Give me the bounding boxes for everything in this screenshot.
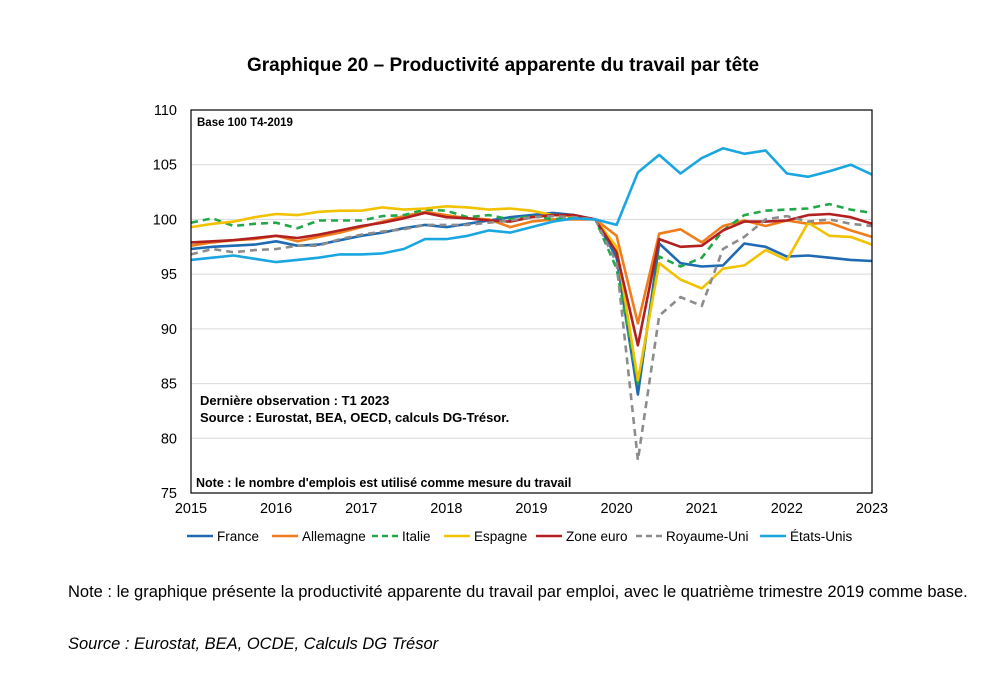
x-tick-label: 2015 <box>175 501 207 517</box>
x-tick-label: 2021 <box>686 501 718 517</box>
y-tick-label: 80 <box>161 431 177 447</box>
legend: France Allemagne Italie Espagne Zone euro Roy… <box>187 529 853 544</box>
legend-label: Espagne <box>474 529 527 544</box>
y-tick-label: 85 <box>161 377 177 393</box>
x-tick-label: 2017 <box>345 501 377 517</box>
x-tick-label: 2018 <box>430 501 462 517</box>
legend-label: Royaume-Uni <box>666 529 749 544</box>
chart: 75 80 85 90 95 100 105 110 2015 2016 2017 2018 2019… <box>153 103 888 544</box>
series-line-zone-euro <box>190 211 873 347</box>
x-tick-label: 2016 <box>260 501 292 517</box>
plot-frame <box>190 109 873 494</box>
series-line-italie <box>190 202 873 385</box>
series-line-allemagne <box>190 210 873 325</box>
x-tick-label: 2022 <box>771 501 803 517</box>
x-tick-label: 2019 <box>515 501 547 517</box>
y-tick-label: 75 <box>161 486 177 502</box>
legend-label: Allemagne <box>302 529 366 544</box>
y-axis: 75 80 85 90 95 100 105 110 <box>153 103 177 502</box>
legend-label: Zone euro <box>566 529 628 544</box>
legend-label: États-Unis <box>790 529 853 544</box>
y-tick-label: 95 <box>161 267 177 283</box>
base-label: Base 100 T4-2019 <box>197 117 293 129</box>
y-tick-label: 90 <box>161 322 177 338</box>
note-annotation: Note : le nombre d'emplois est utilisé c… <box>196 476 571 490</box>
y-tick-label: 105 <box>153 158 177 174</box>
x-axis: 2015 2016 2017 2018 2019 2020 2021 2022 2023 <box>175 501 888 517</box>
y-tick-label: 110 <box>154 103 177 119</box>
series-line-espagne <box>190 205 873 382</box>
y-tick-label: 100 <box>153 212 177 228</box>
observation-annotation: Dernière observation : T1 2023 <box>200 393 389 408</box>
gridlines <box>191 164 872 439</box>
series-line-royaume-uni <box>190 214 873 462</box>
source-annotation: Source : Eurostat, BEA, OECD, calculs DG… <box>200 410 509 425</box>
chart-title: Graphique 20 – Productivité apparente du… <box>246 55 760 76</box>
x-tick-label: 2020 <box>600 501 632 517</box>
legend-label: Italie <box>402 529 431 544</box>
x-tick-label: 2023 <box>856 501 888 517</box>
source-line: Source : Eurostat, BEA, OCDE, Calculs DG… <box>68 635 439 653</box>
footnote: Note : le graphique présente la producti… <box>68 583 968 601</box>
legend-label: France <box>217 529 259 544</box>
series-lines <box>190 147 873 462</box>
note-box <box>192 472 647 492</box>
series-line-états-unis <box>190 147 873 264</box>
